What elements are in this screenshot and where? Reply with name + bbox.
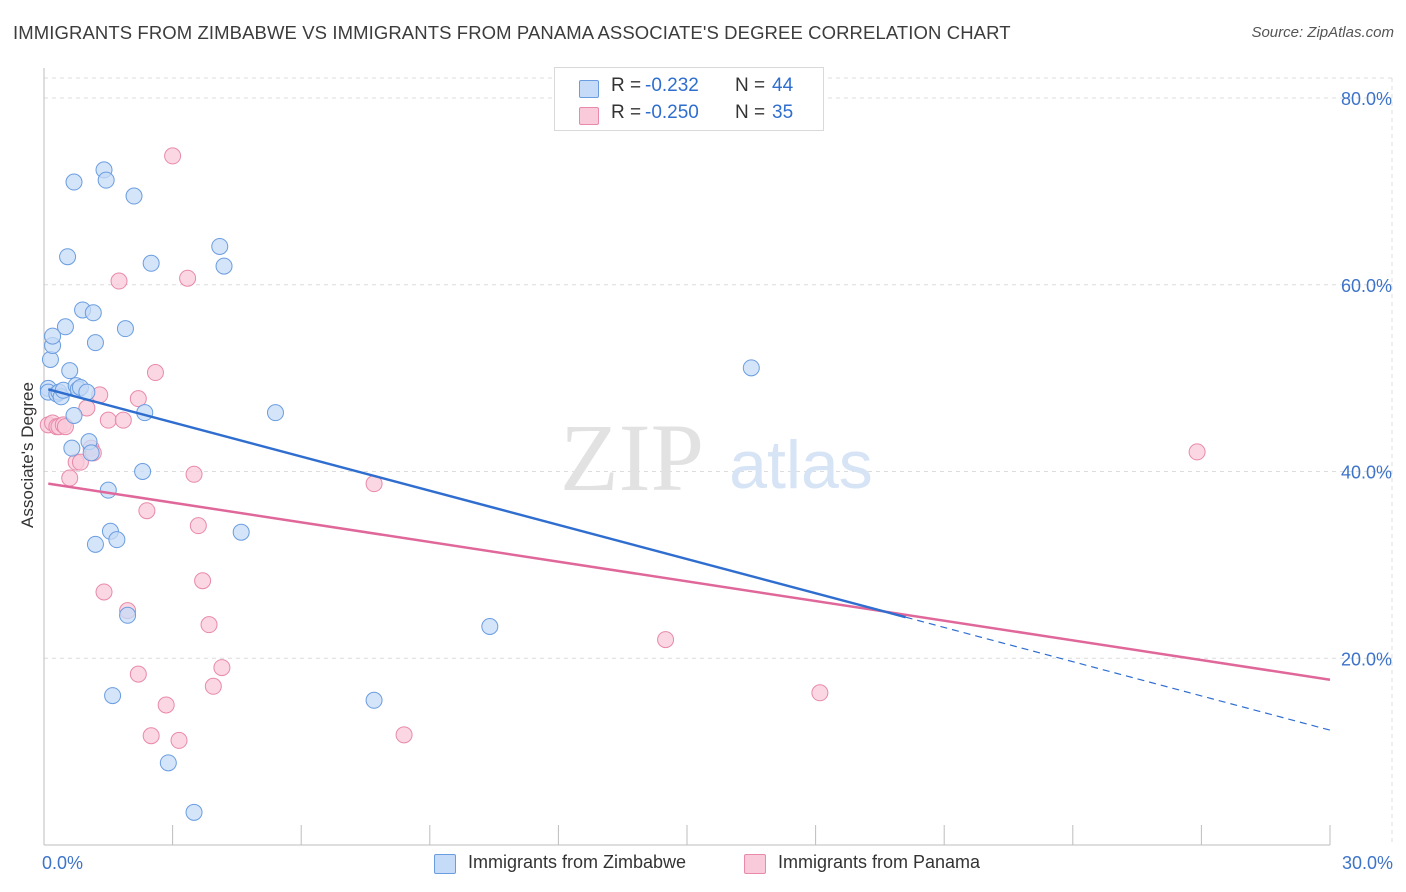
data-point-panama (657, 631, 675, 649)
data-point-zimbabwe (65, 406, 83, 424)
y-axis-label: Associate's Degree (18, 382, 37, 528)
watermark: ZIP atlas (560, 404, 873, 511)
series-panama-points (39, 147, 1206, 749)
watermark-zip: ZIP (560, 404, 704, 511)
trend-line-panama (48, 482, 1331, 681)
data-point-panama (110, 272, 128, 290)
y-tick-label: 80.0% (1341, 89, 1392, 109)
data-point-panama (56, 418, 74, 436)
gridlines (44, 77, 1393, 845)
legend-swatch-panama (579, 107, 599, 125)
data-point-panama (71, 453, 89, 471)
data-point-zimbabwe (97, 171, 115, 189)
data-point-zimbabwe (86, 334, 104, 352)
data-point-zimbabwe (44, 327, 62, 345)
data-point-zimbabwe (116, 320, 134, 338)
data-point-panama (194, 572, 212, 590)
data-point-zimbabwe (365, 691, 383, 709)
data-point-panama (157, 696, 175, 714)
axes (43, 68, 1331, 846)
data-point-panama (129, 665, 147, 683)
data-point-panama (189, 517, 207, 535)
data-point-panama (61, 469, 79, 487)
series-zimbabwe-points (39, 161, 760, 821)
y-tick-label: 40.0% (1341, 463, 1392, 483)
data-point-zimbabwe (63, 439, 81, 457)
data-point-zimbabwe (742, 359, 760, 377)
legend-r-label: R = (611, 75, 642, 96)
data-point-zimbabwe (211, 237, 229, 255)
trend-line-zimbabwe-extension (905, 616, 1331, 731)
data-point-panama (200, 616, 218, 634)
legend-n-label: N = (735, 75, 766, 96)
data-point-zimbabwe (215, 257, 233, 275)
data-point-panama (811, 684, 829, 702)
data-point-panama (1188, 443, 1206, 461)
correlation-legend: R = -0.232 N = 44 R = -0.250 N = 35 (554, 67, 824, 131)
data-point-zimbabwe (41, 350, 59, 368)
data-point-zimbabwe (232, 523, 250, 541)
bottom-legend-swatch-panama (744, 854, 766, 874)
legend-n-value: 44 (772, 75, 794, 96)
data-point-zimbabwe (159, 754, 177, 772)
data-point-panama (395, 726, 413, 744)
data-point-panama (142, 727, 160, 745)
data-point-zimbabwe (108, 531, 126, 549)
y-tick-label: 20.0% (1341, 649, 1392, 669)
trend-line-zimbabwe (47, 388, 906, 619)
x-tick-label: 30.0% (1342, 853, 1393, 873)
data-point-zimbabwe (65, 173, 83, 191)
data-point-panama (164, 147, 182, 165)
data-point-zimbabwe (185, 803, 203, 821)
data-point-panama (146, 364, 164, 382)
legend-n-value: 35 (772, 102, 794, 123)
y-tick-label: 60.0% (1341, 276, 1392, 296)
source-label: Source: ZipAtlas.com (1251, 24, 1394, 41)
data-point-panama (179, 269, 197, 287)
data-point-panama (114, 411, 132, 429)
data-point-panama (138, 502, 156, 520)
tick-labels: 20.0% 40.0% 60.0% 80.0% 0.0% 30.0% (42, 89, 1393, 873)
data-point-panama (95, 583, 113, 601)
data-point-panama (213, 659, 231, 677)
legend-swatch-zimbabwe (579, 80, 599, 98)
bottom-legend-label-zimbabwe: Immigrants from Zimbabwe (468, 852, 687, 872)
chart-title: IMMIGRANTS FROM ZIMBABWE VS IMMIGRANTS F… (13, 22, 1011, 43)
data-point-zimbabwe (266, 404, 284, 422)
data-point-zimbabwe (125, 187, 143, 205)
data-point-zimbabwe (59, 248, 77, 266)
x-tick-label: 0.0% (42, 853, 83, 873)
data-point-zimbabwe (104, 687, 122, 705)
data-point-zimbabwe (134, 463, 152, 480)
data-point-zimbabwe (56, 318, 74, 336)
data-point-zimbabwe (61, 362, 79, 380)
watermark-atlas: atlas (729, 427, 873, 503)
bottom-legend-swatch-zimbabwe (434, 854, 456, 874)
data-point-zimbabwe (84, 304, 102, 322)
legend-n-label: N = (735, 102, 766, 123)
legend-r-label: R = (611, 102, 642, 123)
data-point-panama (185, 465, 203, 483)
data-point-zimbabwe (82, 444, 100, 462)
data-point-zimbabwe (99, 481, 117, 499)
data-point-zimbabwe (481, 618, 499, 636)
data-point-panama (170, 731, 188, 749)
trend-lines (47, 388, 1331, 731)
legend-r-value: -0.232 (645, 75, 699, 96)
data-point-panama (204, 677, 222, 695)
data-point-zimbabwe (142, 254, 160, 272)
legend-r-value: -0.250 (645, 102, 699, 123)
data-point-panama (129, 390, 147, 408)
bottom-legend-label-panama: Immigrants from Panama (778, 852, 981, 872)
data-point-zimbabwe (86, 535, 104, 553)
data-point-panama (99, 411, 117, 429)
data-point-zimbabwe (119, 606, 137, 624)
